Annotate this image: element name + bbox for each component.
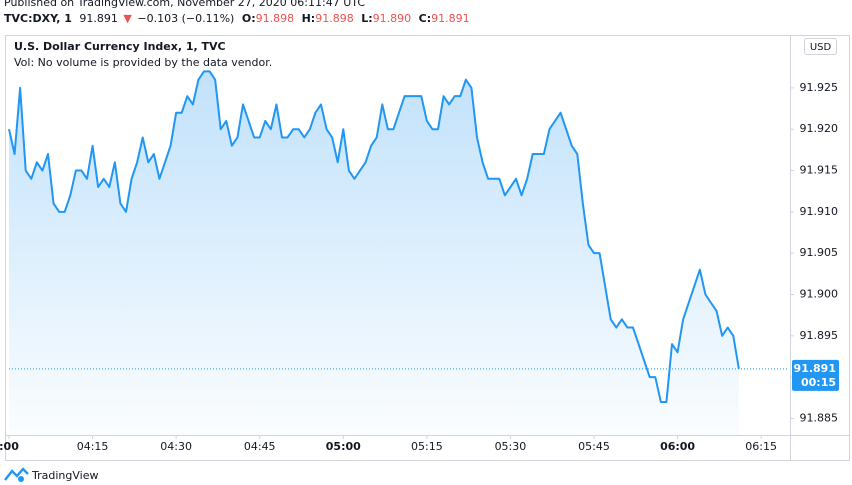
change: −0.103 (−0.11%)	[137, 12, 234, 25]
y-tick-label: 91.910	[800, 205, 839, 218]
ohlc-label: C:	[419, 12, 431, 25]
x-tick-label: 05:15	[411, 440, 443, 453]
countdown-label: 00:15	[801, 376, 836, 389]
change-arrow: ▼	[123, 12, 132, 25]
x-tick-label: 04:30	[160, 440, 192, 453]
symbol: TVC:DXY, 1	[4, 12, 72, 25]
x-tick-label: 04:45	[244, 440, 276, 453]
ohlc-value: 91.898	[315, 12, 354, 25]
y-tick-label: 91.895	[800, 329, 839, 342]
last-price-label: 91.891	[794, 362, 836, 375]
price: 91.891	[79, 12, 118, 25]
footer-brand: TradingView	[31, 469, 98, 482]
x-tick-label: :00	[0, 440, 19, 453]
price-line	[8, 70, 740, 403]
area-fill	[9, 71, 739, 435]
ohlc-label: L:	[361, 12, 372, 25]
ohlc-value: 91.898	[256, 12, 295, 25]
x-tick-label: 04:15	[77, 440, 109, 453]
x-tick-label: 06:00	[660, 440, 695, 453]
y-tick-label: 91.905	[800, 246, 839, 259]
currency-button[interactable]	[804, 38, 837, 55]
ohlc-label: H:	[302, 12, 316, 25]
ohlc-value: 91.891	[431, 12, 470, 25]
footer-logo	[4, 467, 29, 482]
currency-label: USD	[810, 42, 832, 53]
y-tick-label: 91.925	[800, 81, 839, 94]
pane-subtitle: Vol: No volume is provided by the data v…	[14, 56, 272, 69]
published-line: Published on TradingView.com, November 2…	[4, 0, 365, 9]
symbol-line: TVC:DXY, 1 91.891 ▼ −0.103 (−0.11%) O:91…	[4, 12, 470, 25]
x-tick-label: 05:30	[495, 440, 527, 453]
pane-title: U.S. Dollar Currency Index, 1, TVC	[14, 40, 226, 53]
x-tick-label: 06:15	[745, 440, 777, 453]
pane-border	[5, 35, 850, 461]
x-tick-label: 05:00	[326, 440, 361, 453]
x-tick-label: 05:45	[578, 440, 610, 453]
last-price-badge	[792, 359, 839, 391]
y-tick-label: 91.915	[800, 164, 839, 177]
ohlc-value: 91.890	[373, 12, 412, 25]
y-tick-label: 91.900	[800, 288, 839, 301]
ohlc-label: O:	[242, 12, 256, 25]
y-tick-label: 91.885	[800, 411, 839, 424]
plot-area	[8, 70, 789, 435]
y-tick-label: 91.920	[800, 122, 839, 135]
